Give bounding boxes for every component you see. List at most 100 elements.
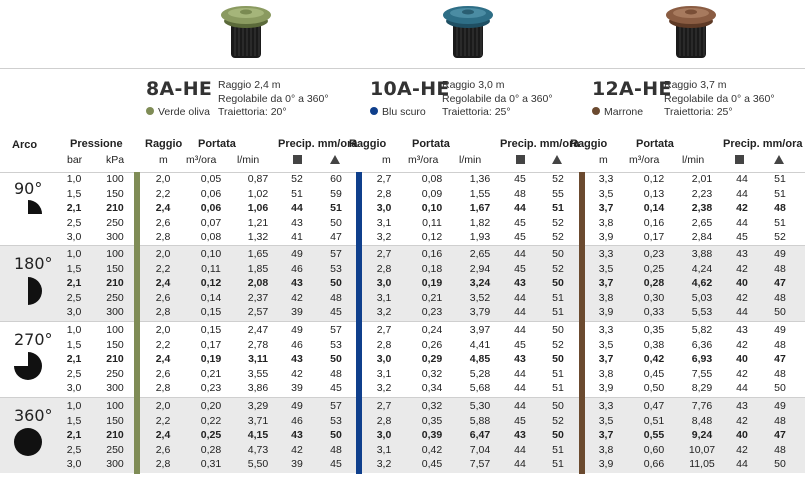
cell-raggio-10a: 2,8 [376,414,392,427]
cell-portata-m3-10a: 0,32 [421,367,443,380]
cell-portata-lmin-8a: 2,78 [247,338,269,351]
cell-bar: 2,1 [66,202,82,215]
cell-portata-m3-12a: 0,23 [643,248,665,260]
cell-precip-tri-12a: 48 [774,202,786,215]
cell-raggio-10a: 2,7 [376,173,392,185]
cell-precip-tri-8a: 45 [330,382,342,395]
cell-raggio-8a: 2,2 [155,262,171,275]
color-dot-icon [146,107,154,115]
cell-kpa: 150 [106,187,124,200]
cell-kpa: 210 [106,277,124,290]
col-header-bar: bar [67,154,83,166]
model-color-bar-10a [356,172,362,474]
cell-precip-tri-8a: 60 [330,173,342,185]
cell-portata-lmin-10a: 3,79 [469,306,491,319]
cell-raggio-10a: 2,7 [376,324,392,336]
nozzle-blue-icon [441,2,495,60]
cell-precip-tri-12a: 50 [774,306,786,319]
cell-portata-lmin-12a: 10,07 [688,443,716,456]
cell-precip-tri-10a: 52 [552,338,564,351]
cell-raggio-8a: 2,8 [155,306,171,319]
cell-portata-m3-8a: 0,15 [200,324,222,336]
cell-precip-tri-12a: 48 [774,262,786,275]
cell-portata-m3-12a: 0,16 [643,216,665,229]
cell-bar: 2,1 [66,277,82,290]
cell-bar: 1,0 [66,173,82,185]
cell-precip-tri-8a: 50 [330,429,342,442]
cell-precip-sq-12a: 43 [736,324,748,336]
cell-portata-lmin-8a: 3,29 [247,400,269,412]
cell-portata-lmin-8a: 1,85 [247,262,269,275]
cell-portata-m3-8a: 0,23 [200,382,222,395]
cell-portata-m3-8a: 0,11 [201,262,221,275]
cell-portata-m3-8a: 0,05 [200,173,222,185]
cell-raggio-8a: 2,2 [155,414,171,427]
cell-portata-m3-12a: 0,14 [643,202,665,215]
col-header-m3ora: m³/ora [186,154,217,166]
cell-portata-lmin-8a: 3,71 [247,414,269,427]
cell-precip-tri-8a: 57 [330,400,342,412]
model-header-12a: 12A-HE Marrone Raggio 3,7 m Regolabile d… [592,78,805,128]
cell-precip-tri-12a: 48 [774,291,786,304]
square-nozzle-icon [293,155,302,164]
cell-bar: 1,0 [66,248,82,260]
cell-raggio-10a: 3,0 [376,277,392,290]
cell-portata-lmin-12a: 7,55 [691,367,713,380]
cell-portata-m3-10a: 0,09 [421,187,443,200]
col-header-precip: Precip. mm/ora [278,138,358,150]
col-header-lmin: l/min [237,154,260,166]
cell-raggio-12a: 3,5 [598,414,614,427]
col-header-precip: Precip. mm/ora [723,138,803,150]
cell-bar: 3,0 [66,231,82,244]
arc-label-180: 180° [14,254,53,273]
cell-bar: 1,0 [66,400,82,412]
cell-precip-sq-10a: 43 [514,353,526,366]
cell-kpa: 100 [106,248,124,260]
col-header-raggio: Raggio [570,138,608,150]
cell-raggio-10a: 3,1 [376,291,392,304]
cell-portata-lmin-12a: 8,48 [691,414,713,427]
cell-kpa: 100 [106,324,124,336]
cell-raggio-12a: 3,5 [598,262,614,275]
cell-precip-tri-12a: 48 [774,443,786,456]
cell-portata-lmin-8a: 5,50 [247,458,269,471]
cell-precip-sq-8a: 51 [291,187,303,200]
col-header-pressione: Pressione [70,138,123,150]
cell-precip-sq-10a: 43 [514,429,526,442]
cell-raggio-10a: 3,2 [376,231,392,244]
cell-precip-tri-10a: 52 [552,231,564,244]
cell-raggio-8a: 2,4 [155,353,171,366]
cell-portata-lmin-10a: 5,88 [469,414,491,427]
cell-portata-m3-10a: 0,42 [421,443,443,456]
cell-portata-m3-8a: 0,15 [200,306,222,319]
cell-precip-tri-8a: 48 [330,443,342,456]
cell-portata-m3-8a: 0,17 [200,338,222,351]
square-nozzle-icon [516,155,525,164]
cell-portata-lmin-12a: 5,03 [691,291,713,304]
cell-precip-sq-8a: 52 [291,173,303,185]
cell-raggio-10a: 2,8 [376,187,392,200]
cell-bar: 1,5 [66,262,82,275]
cell-raggio-12a: 3,7 [598,202,614,215]
cell-portata-lmin-12a: 2,38 [691,202,713,215]
nozzle-green-icon [219,2,273,60]
cell-precip-sq-10a: 44 [514,291,526,304]
quarter-circle-icon [28,200,42,214]
cell-portata-m3-8a: 0,10 [200,248,222,260]
cell-raggio-12a: 3,7 [598,429,614,442]
model-specs: Raggio 3,7 m Regolabile da 0° a 360° Tra… [664,79,775,118]
cell-precip-sq-8a: 41 [291,231,303,244]
cell-portata-lmin-12a: 2,01 [691,173,713,185]
cell-precip-sq-8a: 42 [291,291,303,304]
cell-portata-lmin-10a: 3,97 [469,324,491,336]
cell-precip-sq-10a: 44 [514,306,526,319]
cell-precip-sq-10a: 44 [514,248,526,260]
cell-portata-m3-12a: 0,38 [643,338,665,351]
cell-portata-m3-12a: 0,66 [643,458,665,471]
cell-precip-sq-10a: 45 [514,414,526,427]
cell-raggio-10a: 3,0 [376,202,392,215]
row-separator [0,172,805,173]
cell-portata-lmin-10a: 4,41 [469,338,491,351]
cell-portata-m3-10a: 0,26 [421,338,443,351]
color-dot-icon [370,107,378,115]
